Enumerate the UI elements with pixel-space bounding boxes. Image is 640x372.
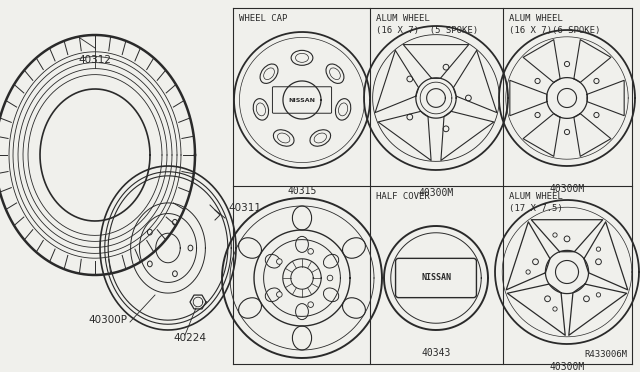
- Circle shape: [596, 293, 600, 297]
- Circle shape: [553, 307, 557, 311]
- Text: 40312: 40312: [79, 55, 111, 65]
- Circle shape: [584, 296, 589, 302]
- Circle shape: [553, 233, 557, 237]
- Circle shape: [526, 270, 531, 274]
- Circle shape: [545, 296, 550, 302]
- Circle shape: [465, 95, 471, 101]
- Circle shape: [327, 275, 333, 281]
- Text: ALUM WHEEL: ALUM WHEEL: [509, 192, 563, 201]
- Text: ALUM WHEEL: ALUM WHEEL: [376, 14, 429, 23]
- Text: HALF COVER: HALF COVER: [376, 192, 429, 201]
- Text: 40300M: 40300M: [549, 184, 584, 194]
- Text: (16 X 7)(6 SPOKE): (16 X 7)(6 SPOKE): [509, 26, 600, 35]
- Text: 40343: 40343: [421, 348, 451, 358]
- Text: 40300M: 40300M: [549, 362, 584, 372]
- Circle shape: [594, 78, 599, 84]
- Circle shape: [532, 259, 538, 264]
- Circle shape: [443, 126, 449, 132]
- Text: 40311: 40311: [228, 203, 261, 213]
- Text: (17 X 7.5): (17 X 7.5): [509, 204, 563, 213]
- Circle shape: [564, 61, 570, 67]
- Circle shape: [535, 78, 540, 84]
- Circle shape: [407, 114, 413, 120]
- Text: 40300P: 40300P: [88, 315, 127, 325]
- Circle shape: [535, 112, 540, 118]
- Circle shape: [594, 112, 599, 118]
- Text: WHEEL CAP: WHEEL CAP: [239, 14, 287, 23]
- Circle shape: [308, 248, 314, 254]
- Text: 40300M: 40300M: [419, 188, 454, 198]
- Text: R433006M: R433006M: [584, 350, 627, 359]
- Text: (16 X 7)  (5 SPOKE): (16 X 7) (5 SPOKE): [376, 26, 478, 35]
- Text: 40315: 40315: [287, 186, 317, 196]
- Circle shape: [443, 64, 449, 70]
- Circle shape: [308, 302, 314, 307]
- Text: NISSAN: NISSAN: [289, 97, 316, 103]
- Circle shape: [596, 247, 600, 251]
- Text: 40224: 40224: [173, 333, 207, 343]
- Text: ALUM WHEEL: ALUM WHEEL: [509, 14, 563, 23]
- Circle shape: [596, 259, 602, 264]
- Circle shape: [564, 129, 570, 135]
- Circle shape: [564, 236, 570, 242]
- Circle shape: [407, 76, 413, 82]
- Circle shape: [276, 292, 282, 297]
- Circle shape: [276, 259, 282, 264]
- Text: NISSAN: NISSAN: [421, 273, 451, 282]
